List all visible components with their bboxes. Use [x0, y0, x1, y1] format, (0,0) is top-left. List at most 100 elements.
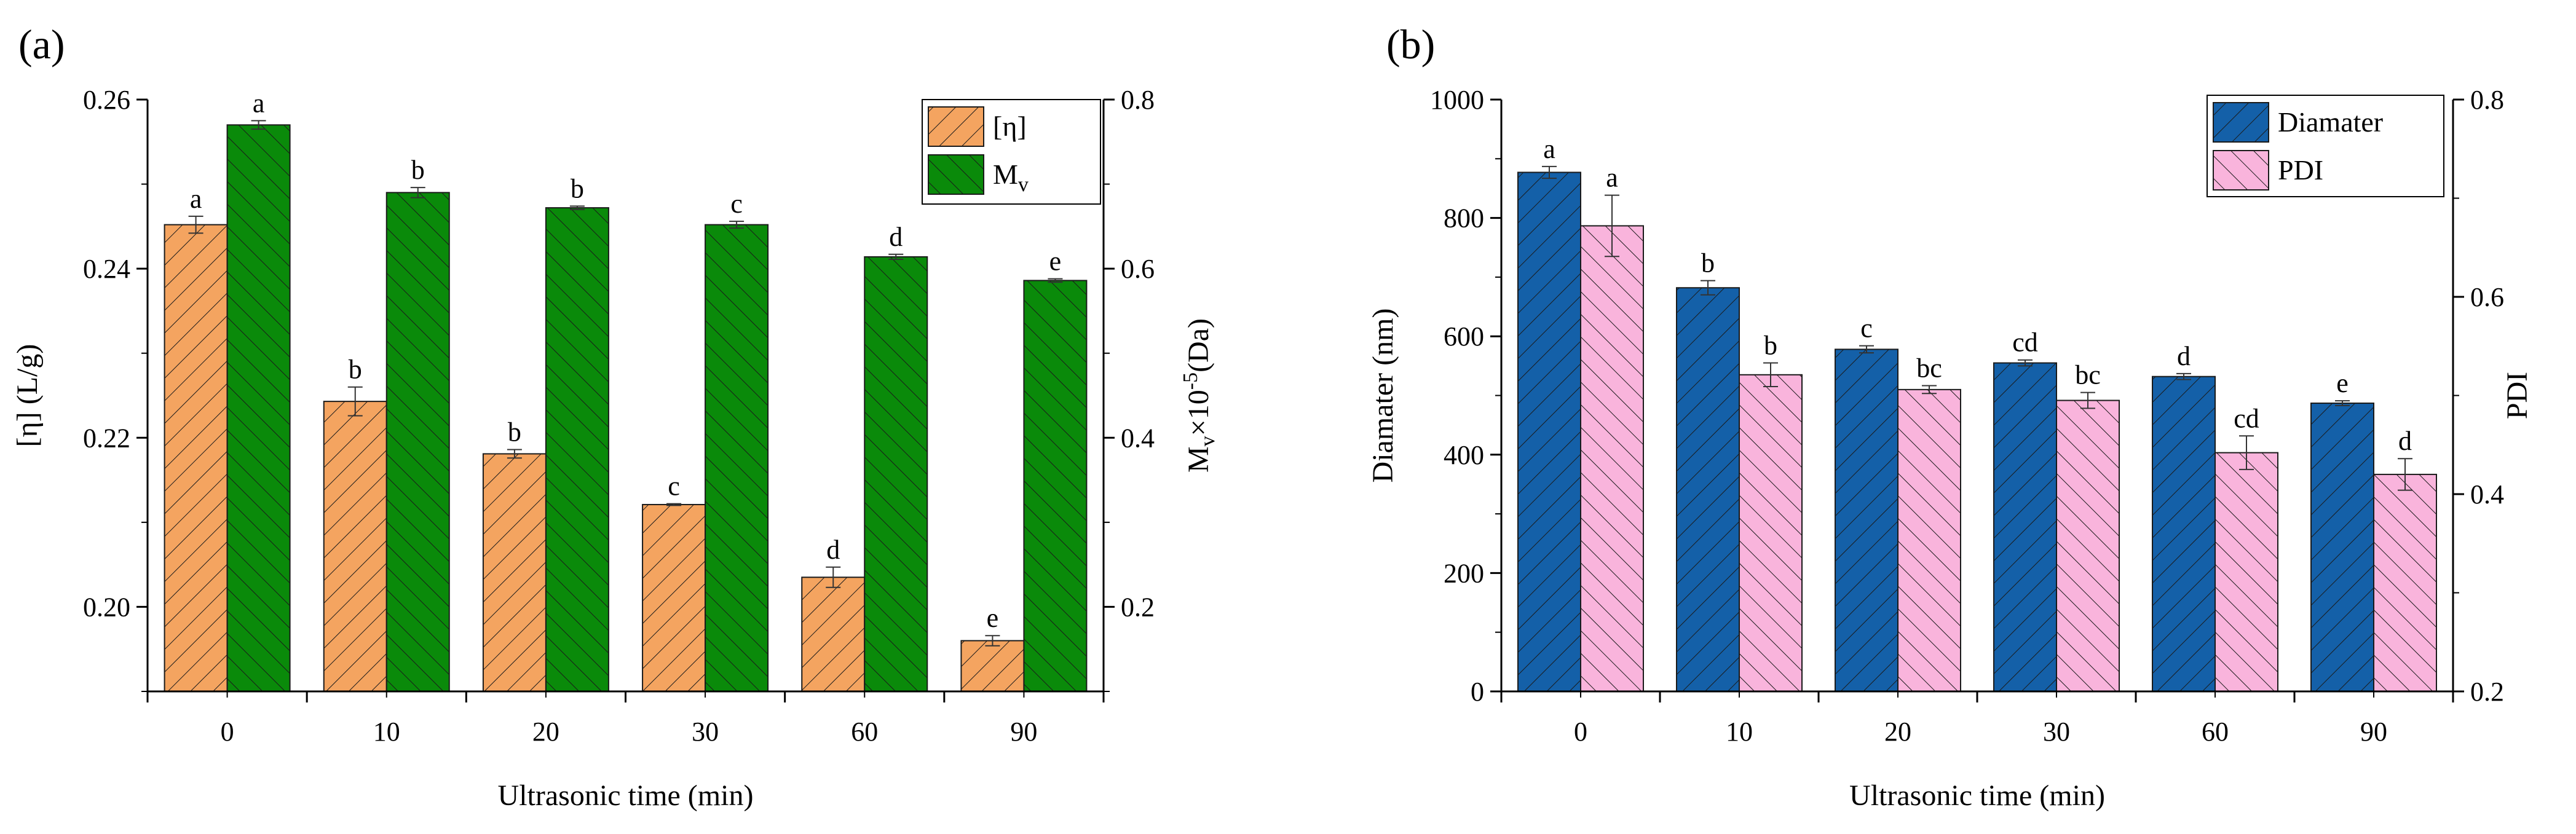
bar-hatch: [1677, 288, 1739, 691]
legend-swatch-hatch: [2213, 103, 2269, 142]
legend-label-main: [η]: [993, 111, 1027, 142]
y2-tick-label: 0.6: [2470, 282, 2504, 312]
y-tick-label: 200: [1444, 558, 1484, 588]
bar-hatch: [802, 577, 865, 691]
x-tick-label: 30: [692, 717, 719, 747]
x-tick-label: 90: [1010, 717, 1037, 747]
legend: [η] Mv: [922, 99, 1101, 205]
legend-label: PDI: [2278, 154, 2323, 186]
bar-hatch: [961, 640, 1024, 691]
x-tick-label: 30: [2043, 717, 2070, 747]
significance-letter: e: [2336, 368, 2349, 398]
significance-letter: c: [730, 189, 743, 219]
significance-letter: c: [1860, 313, 1873, 344]
y-tick-label: 800: [1444, 203, 1484, 234]
significance-letter: a: [1543, 134, 1555, 164]
legend-label-main: PDI: [2278, 154, 2323, 186]
y2-axis-label: PDI: [2501, 372, 2534, 419]
bar-hatch: [1739, 374, 1802, 691]
significance-letter: b: [571, 173, 584, 203]
significance-letter: d: [2177, 341, 2191, 371]
x-tick-label: 60: [851, 717, 878, 747]
significance-letter: b: [1701, 248, 1715, 278]
legend-label: Mv: [993, 159, 1029, 196]
panel-a: (a) a b b c d e a b b c d e 0.20 0.22 0.24 0.26 0.2 0.4 0.6…: [11, 21, 1219, 812]
y2-label-part: -5: [1179, 372, 1202, 390]
y2-tick-label: 0.4: [2470, 479, 2504, 509]
significance-letter: cd: [2234, 403, 2259, 433]
y-axis-label: Diamater (nm): [1367, 309, 1399, 483]
significance-letter: b: [1764, 331, 1777, 361]
bar-hatch: [227, 125, 290, 691]
bar-hatch: [2311, 403, 2374, 691]
y2-tick-label: 0.8: [2470, 85, 2504, 115]
legend-swatch-hatch: [928, 155, 984, 194]
bar-hatch: [164, 224, 227, 691]
significance-letter: bc: [2075, 360, 2101, 390]
legend-label-main: M: [993, 159, 1018, 190]
significance-letter: a: [190, 184, 202, 214]
bar-hatch: [545, 208, 609, 691]
y-tick-label: 0.24: [83, 254, 130, 284]
y2-tick-label: 0.8: [1121, 85, 1155, 115]
significance-letter: b: [411, 155, 425, 185]
x-tick-label: 60: [2202, 717, 2229, 747]
bar-hatch: [1581, 226, 1643, 691]
y-tick-label: 600: [1444, 321, 1484, 352]
significance-letter: b: [349, 355, 362, 385]
y-tick-label: 1000: [1430, 85, 1484, 115]
panel-label: (b): [1386, 21, 1435, 68]
y2-tick-label: 0.4: [1121, 423, 1155, 453]
y2-label-part: M: [1182, 446, 1215, 473]
significance-letter: d: [826, 535, 840, 565]
legend-label: [η]: [993, 111, 1027, 142]
x-tick-label: 90: [2360, 717, 2387, 747]
y2-label-part: ×10: [1182, 390, 1215, 436]
bar-hatch: [323, 401, 387, 691]
bar-hatch: [483, 454, 546, 691]
significance-letter: b: [508, 417, 521, 447]
y-tick-label: 0.20: [83, 592, 130, 622]
x-tick-label: 0: [221, 717, 234, 747]
bar-hatch: [386, 192, 449, 691]
y2-tick-label: 0.6: [1121, 254, 1155, 284]
significance-letter: e: [1049, 246, 1062, 277]
significance-letter: d: [889, 222, 903, 252]
y2-label-part: v: [1196, 436, 1219, 446]
y-tick-label: 400: [1444, 440, 1484, 470]
y2-axis-label: Mv×10-5(Da): [1179, 318, 1219, 473]
significance-letter: e: [987, 603, 999, 633]
x-tick-label: 20: [532, 717, 559, 747]
x-tick-label: 10: [373, 717, 400, 747]
y2-label-part: (Da): [1182, 318, 1215, 372]
y2-tick-label: 0.2: [1121, 592, 1155, 622]
significance-letter: c: [668, 471, 680, 502]
bar-hatch: [1898, 389, 1961, 691]
legend: Diamater PDI: [2207, 95, 2444, 197]
legend-label-sub: v: [1018, 173, 1029, 196]
x-tick-label: 0: [1574, 717, 1587, 747]
bar-hatch: [2056, 400, 2119, 691]
bar-hatch: [705, 224, 768, 691]
x-axis-label: Ultrasonic time (min): [1849, 779, 2105, 812]
significance-letter: a: [253, 88, 265, 118]
bar-hatch: [1835, 349, 1898, 691]
y-tick-label: 0.26: [83, 85, 130, 115]
x-tick-label: 10: [1726, 717, 1753, 747]
significance-letter: cd: [2012, 328, 2038, 358]
bar-hatch: [864, 256, 928, 692]
significance-letter: bc: [1916, 353, 1942, 383]
y-tick-label: 0: [1471, 677, 1484, 707]
y-axis-label: [η] (L/g): [11, 344, 44, 447]
y-tick-label: 0.22: [83, 423, 130, 453]
legend-swatch-hatch: [928, 107, 984, 146]
bar-hatch: [1024, 280, 1087, 692]
x-axis-label: Ultrasonic time (min): [498, 779, 754, 812]
y2-tick-label: 0.2: [2470, 677, 2504, 707]
legend-label-main: Diamater: [2278, 106, 2383, 138]
bar-hatch: [2152, 376, 2215, 691]
panel-label: (a): [18, 21, 65, 68]
bar-hatch: [2374, 474, 2436, 691]
legend-label: Diamater: [2278, 106, 2383, 138]
